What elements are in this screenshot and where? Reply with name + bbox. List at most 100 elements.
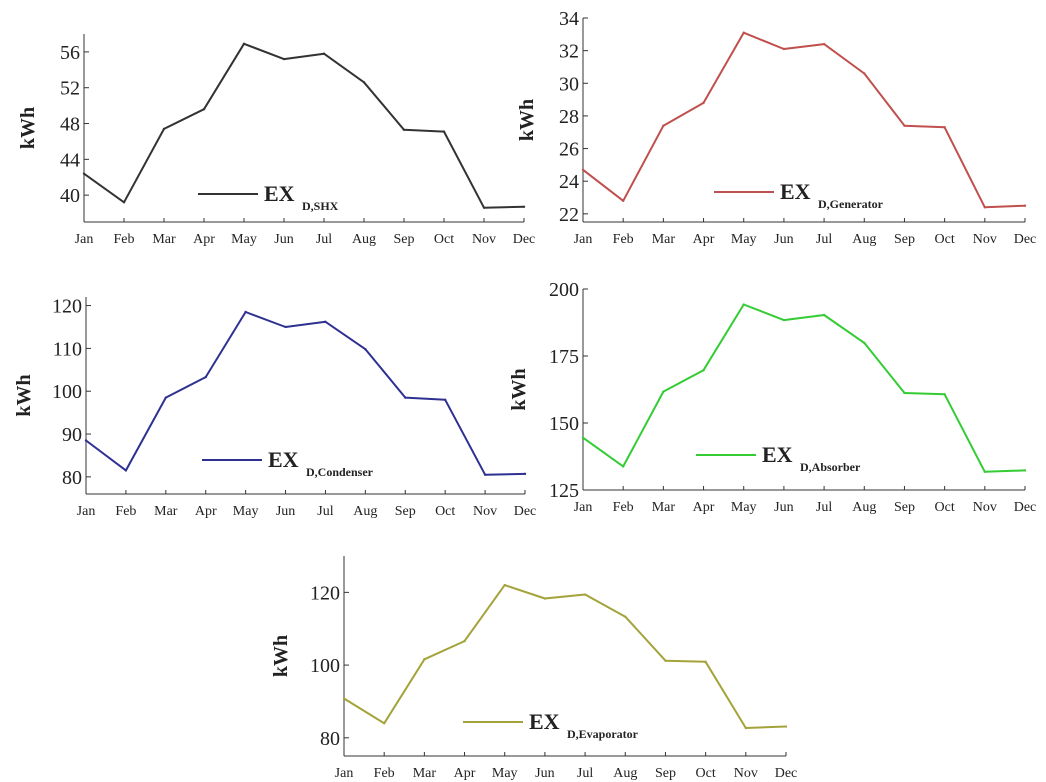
- data-point: [543, 597, 547, 600]
- x-tick-label: Aug: [852, 232, 876, 247]
- data-point: [784, 725, 788, 728]
- y-axis-label: kWh: [270, 635, 292, 677]
- x-tick-label: Aug: [352, 232, 376, 247]
- y-tick-label: 56: [60, 42, 80, 64]
- x-tick-label: Oct: [435, 504, 455, 519]
- x-tick-label: Nov: [973, 500, 997, 515]
- y-tick-label: 26: [559, 139, 579, 161]
- x-tick-label: Mar: [652, 500, 676, 515]
- x-tick-label: Oct: [935, 500, 955, 515]
- data-point: [742, 303, 745, 306]
- x-tick-label: Jan: [574, 232, 593, 247]
- x-tick-label: Nov: [473, 504, 497, 519]
- x-tick-label: Nov: [734, 766, 758, 781]
- data-point: [244, 310, 247, 314]
- x-tick-label: Sep: [894, 500, 915, 515]
- chart-generator: 22 24 26 28 30 32 34 Jan Feb Mar Apr May Jun Jul Aug Se…: [516, 8, 1036, 247]
- x-tick-label: Feb: [613, 500, 634, 515]
- y-tick-label: 80: [320, 728, 340, 750]
- x-tick-label: May: [231, 232, 257, 247]
- x-tick-label: Oct: [434, 232, 454, 247]
- legend-label-subscript: D,Evaporator: [567, 727, 639, 741]
- x-tick-label: Jun: [774, 500, 793, 515]
- y-tick-label: 34: [559, 8, 579, 30]
- series-line-evaporator: [343, 584, 787, 729]
- data-point: [362, 81, 366, 84]
- data-point: [523, 472, 527, 476]
- data-point: [983, 206, 987, 209]
- data-point: [822, 313, 826, 317]
- data-point: [84, 439, 88, 442]
- y-tick-label: 52: [60, 78, 80, 100]
- x-tick-label: Sep: [394, 232, 415, 247]
- data-point: [903, 391, 906, 395]
- x-tick-label: Sep: [655, 766, 676, 781]
- y-axis-label: kWh: [17, 107, 39, 149]
- y-tick-label: 22: [559, 204, 579, 226]
- x-tick-label: Apr: [693, 232, 715, 247]
- x-tick-label: Jan: [574, 500, 593, 515]
- x-tick-label: Sep: [395, 504, 416, 519]
- x-tick-label: Mar: [652, 232, 676, 247]
- x-tick-label: Jan: [75, 232, 94, 247]
- x-tick-label: Dec: [1014, 232, 1037, 247]
- x-tick-label: Jul: [316, 232, 332, 247]
- x-tick-label: Oct: [935, 232, 955, 247]
- x-tick-label: Mar: [413, 766, 437, 781]
- data-point: [322, 52, 326, 55]
- y-tick-label: 125: [549, 480, 579, 502]
- y-tick-label: 80: [62, 467, 82, 489]
- series-line-generator: [582, 31, 1026, 209]
- data-point: [863, 341, 866, 345]
- x-tick-label: Jul: [816, 232, 832, 247]
- data-point: [742, 31, 745, 34]
- legend: EX D,SHX: [198, 181, 339, 213]
- chart-absorber: 125 150 175 200 Jan Feb Mar Apr May Jun Jul Aug Sep O…: [508, 279, 1036, 515]
- x-tick-label: Feb: [115, 504, 136, 519]
- data-point: [443, 398, 447, 401]
- y-tick-label: 200: [549, 279, 579, 301]
- x-tick-label: Apr: [693, 500, 715, 515]
- data-point: [204, 375, 207, 379]
- data-point: [702, 369, 705, 372]
- legend-label: EX: [264, 181, 295, 206]
- y-tick-label: 175: [549, 346, 579, 368]
- x-tick-label: Apr: [195, 504, 217, 519]
- data-point: [583, 593, 587, 596]
- legend-label-subscript: D,Absorber: [800, 460, 861, 474]
- y-tick-label: 44: [60, 149, 80, 171]
- data-point: [82, 172, 86, 175]
- x-tick-label: Feb: [114, 232, 135, 247]
- x-tick-label: Jan: [77, 504, 96, 519]
- data-point: [284, 325, 287, 329]
- x-tick-label: Mar: [152, 232, 176, 247]
- legend-label: EX: [762, 442, 793, 467]
- x-tick-label: Dec: [513, 232, 536, 247]
- x-tick-label: Jun: [274, 232, 293, 247]
- data-point: [702, 101, 705, 105]
- data-point: [624, 615, 627, 618]
- y-axis-label: kWh: [508, 368, 530, 410]
- x-tick-label: Oct: [696, 766, 716, 781]
- data-point: [581, 436, 585, 439]
- series-line-absorber: [582, 303, 1026, 473]
- data-point: [903, 124, 906, 127]
- legend-label-subscript: D,Condenser: [306, 465, 374, 479]
- data-point: [402, 128, 406, 131]
- y-axis-label: kWh: [516, 99, 538, 141]
- data-point: [704, 660, 707, 664]
- x-tick-label: Apr: [454, 766, 476, 781]
- legend: EX D,Condenser: [202, 447, 374, 479]
- legend: EX D,Absorber: [696, 442, 861, 474]
- data-point: [124, 469, 128, 472]
- x-tick-label: Jun: [535, 766, 554, 781]
- x-tick-label: May: [233, 504, 259, 519]
- legend: EX D,Evaporator: [463, 709, 639, 741]
- x-tick-label: May: [731, 500, 757, 515]
- data-point: [943, 126, 946, 129]
- data-point: [404, 396, 407, 399]
- data-point: [463, 639, 466, 643]
- data-point: [662, 390, 665, 393]
- data-point: [782, 318, 786, 322]
- y-tick-label: 40: [60, 185, 80, 207]
